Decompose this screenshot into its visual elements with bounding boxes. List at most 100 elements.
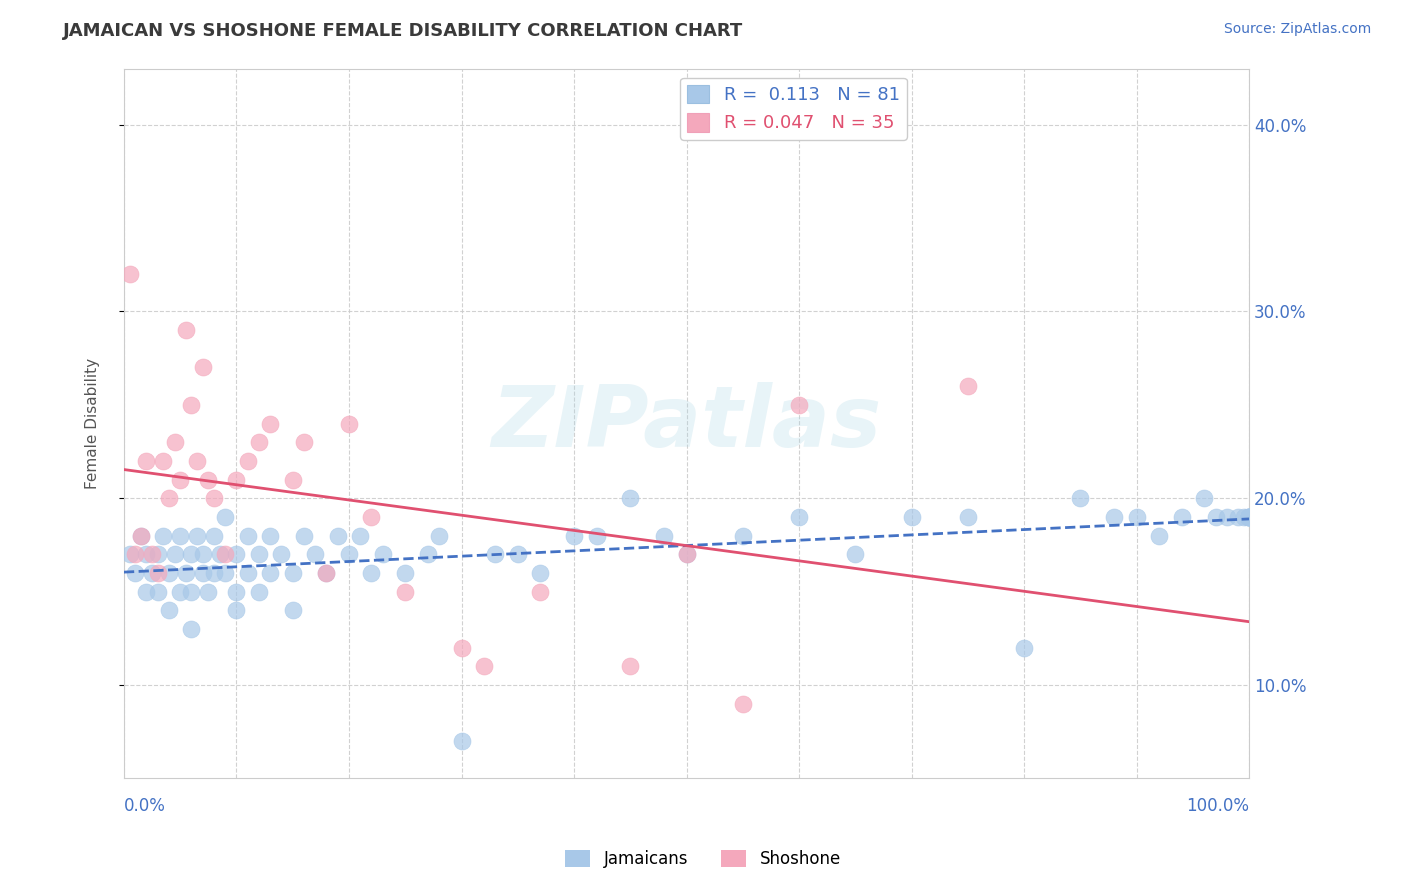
Point bbox=[1069, 491, 1091, 506]
Point bbox=[208, 547, 231, 561]
Text: 100.0%: 100.0% bbox=[1187, 797, 1250, 815]
Point bbox=[337, 417, 360, 431]
Point bbox=[259, 417, 281, 431]
Point bbox=[225, 584, 247, 599]
Point bbox=[956, 510, 979, 524]
Point bbox=[900, 510, 922, 524]
Point bbox=[197, 473, 219, 487]
Point bbox=[180, 547, 202, 561]
Point bbox=[1194, 491, 1216, 506]
Point bbox=[1239, 510, 1261, 524]
Point bbox=[292, 528, 315, 542]
Point bbox=[349, 528, 371, 542]
Point bbox=[787, 398, 810, 412]
Point bbox=[652, 528, 675, 542]
Point bbox=[416, 547, 439, 561]
Point bbox=[1239, 510, 1261, 524]
Point bbox=[619, 659, 641, 673]
Point bbox=[163, 547, 186, 561]
Point bbox=[191, 566, 214, 580]
Text: ZIPatlas: ZIPatlas bbox=[492, 382, 882, 465]
Point bbox=[146, 566, 169, 580]
Point bbox=[1239, 510, 1261, 524]
Legend: Jamaicans, Shoshone: Jamaicans, Shoshone bbox=[558, 843, 848, 875]
Point bbox=[1216, 510, 1239, 524]
Point bbox=[152, 454, 174, 468]
Point bbox=[197, 584, 219, 599]
Point bbox=[529, 584, 551, 599]
Point bbox=[236, 454, 259, 468]
Point bbox=[675, 547, 697, 561]
Point bbox=[169, 584, 191, 599]
Point bbox=[135, 454, 157, 468]
Point bbox=[259, 566, 281, 580]
Point bbox=[1205, 510, 1227, 524]
Point bbox=[169, 473, 191, 487]
Point bbox=[180, 398, 202, 412]
Point bbox=[1012, 640, 1035, 655]
Point bbox=[450, 640, 472, 655]
Text: JAMAICAN VS SHOSHONE FEMALE DISABILITY CORRELATION CHART: JAMAICAN VS SHOSHONE FEMALE DISABILITY C… bbox=[63, 22, 744, 40]
Point bbox=[247, 547, 270, 561]
Point bbox=[1125, 510, 1147, 524]
Point bbox=[247, 584, 270, 599]
Point bbox=[180, 622, 202, 636]
Point bbox=[225, 473, 247, 487]
Point bbox=[118, 267, 141, 281]
Point bbox=[281, 603, 304, 617]
Point bbox=[191, 547, 214, 561]
Point bbox=[844, 547, 866, 561]
Point bbox=[247, 435, 270, 450]
Point bbox=[394, 584, 416, 599]
Text: Source: ZipAtlas.com: Source: ZipAtlas.com bbox=[1223, 22, 1371, 37]
Point bbox=[141, 566, 163, 580]
Point bbox=[1171, 510, 1194, 524]
Point bbox=[1239, 510, 1261, 524]
Point bbox=[360, 566, 382, 580]
Point bbox=[225, 603, 247, 617]
Point bbox=[157, 491, 180, 506]
Point bbox=[270, 547, 292, 561]
Point bbox=[191, 360, 214, 375]
Point bbox=[202, 528, 225, 542]
Point bbox=[472, 659, 495, 673]
Point bbox=[1102, 510, 1125, 524]
Point bbox=[1149, 528, 1171, 542]
Point bbox=[292, 435, 315, 450]
Point bbox=[169, 528, 191, 542]
Point bbox=[371, 547, 394, 561]
Point bbox=[186, 454, 208, 468]
Point bbox=[202, 491, 225, 506]
Point bbox=[281, 566, 304, 580]
Point bbox=[675, 547, 697, 561]
Point bbox=[225, 547, 247, 561]
Point bbox=[1239, 510, 1261, 524]
Point bbox=[163, 435, 186, 450]
Point bbox=[214, 566, 236, 580]
Point bbox=[529, 566, 551, 580]
Point bbox=[202, 566, 225, 580]
Point bbox=[124, 566, 146, 580]
Point bbox=[259, 528, 281, 542]
Point bbox=[506, 547, 529, 561]
Point bbox=[174, 323, 197, 337]
Point bbox=[450, 734, 472, 748]
Point bbox=[1233, 510, 1256, 524]
Point bbox=[135, 547, 157, 561]
Point bbox=[956, 379, 979, 393]
Point bbox=[1239, 510, 1261, 524]
Point bbox=[135, 584, 157, 599]
Point bbox=[180, 584, 202, 599]
Point bbox=[619, 491, 641, 506]
Point bbox=[214, 547, 236, 561]
Point bbox=[157, 603, 180, 617]
Point bbox=[787, 510, 810, 524]
Point bbox=[141, 547, 163, 561]
Point bbox=[146, 584, 169, 599]
Point bbox=[236, 566, 259, 580]
Point bbox=[1227, 510, 1250, 524]
Point bbox=[186, 528, 208, 542]
Point bbox=[174, 566, 197, 580]
Point bbox=[152, 528, 174, 542]
Point bbox=[304, 547, 326, 561]
